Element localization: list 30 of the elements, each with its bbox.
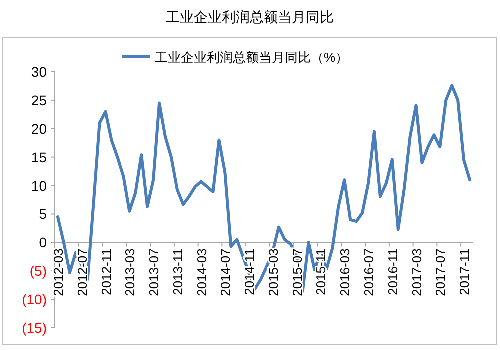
x-tick-label: 2013-11 [170,248,186,296]
x-tick-label: 2012-11 [98,248,114,296]
x-tick-label: 2013-07 [146,248,162,296]
y-tick-label: (15) [22,320,47,336]
x-tick-label: 2017-07 [433,248,448,296]
x-tick-label: 2016-07 [362,248,376,296]
y-tick-label: 20 [31,120,48,137]
y-tick-label: 25 [31,92,48,108]
x-tick-label: 2015-11 [314,248,329,296]
x-tick-label: 2014-11 [242,248,258,296]
chart-title: 工业企业利润总额当月同比 [166,9,334,25]
x-tick-label: 2017-03 [409,248,424,296]
x-tick-label: 2015-07 [290,248,305,296]
y-tick-label: 0 [39,234,48,251]
y-tick-label: (5) [30,263,47,280]
legend-label: 工业企业利润总额当月同比（%） [155,50,349,65]
x-tick-label: 2016-03 [338,248,353,296]
x-tick-label: 2012-03 [50,248,66,296]
x-tick-label: 2016-11 [385,248,400,296]
y-tick-label: 15 [31,149,48,166]
x-tick-label: 2014-03 [194,248,210,296]
y-tick-label: 5 [39,206,48,222]
y-tick-label: 10 [31,178,48,194]
x-tick-label: 2012-07 [74,248,90,296]
y-tick-label: 30 [31,64,48,80]
y-tick-label: (10) [22,292,47,308]
x-tick-label: 2013-03 [122,248,138,296]
x-tick-label: 2014-07 [218,248,234,296]
x-tick-label: 2017-11 [457,248,472,296]
x-tick-label: 2015-03 [266,248,281,296]
